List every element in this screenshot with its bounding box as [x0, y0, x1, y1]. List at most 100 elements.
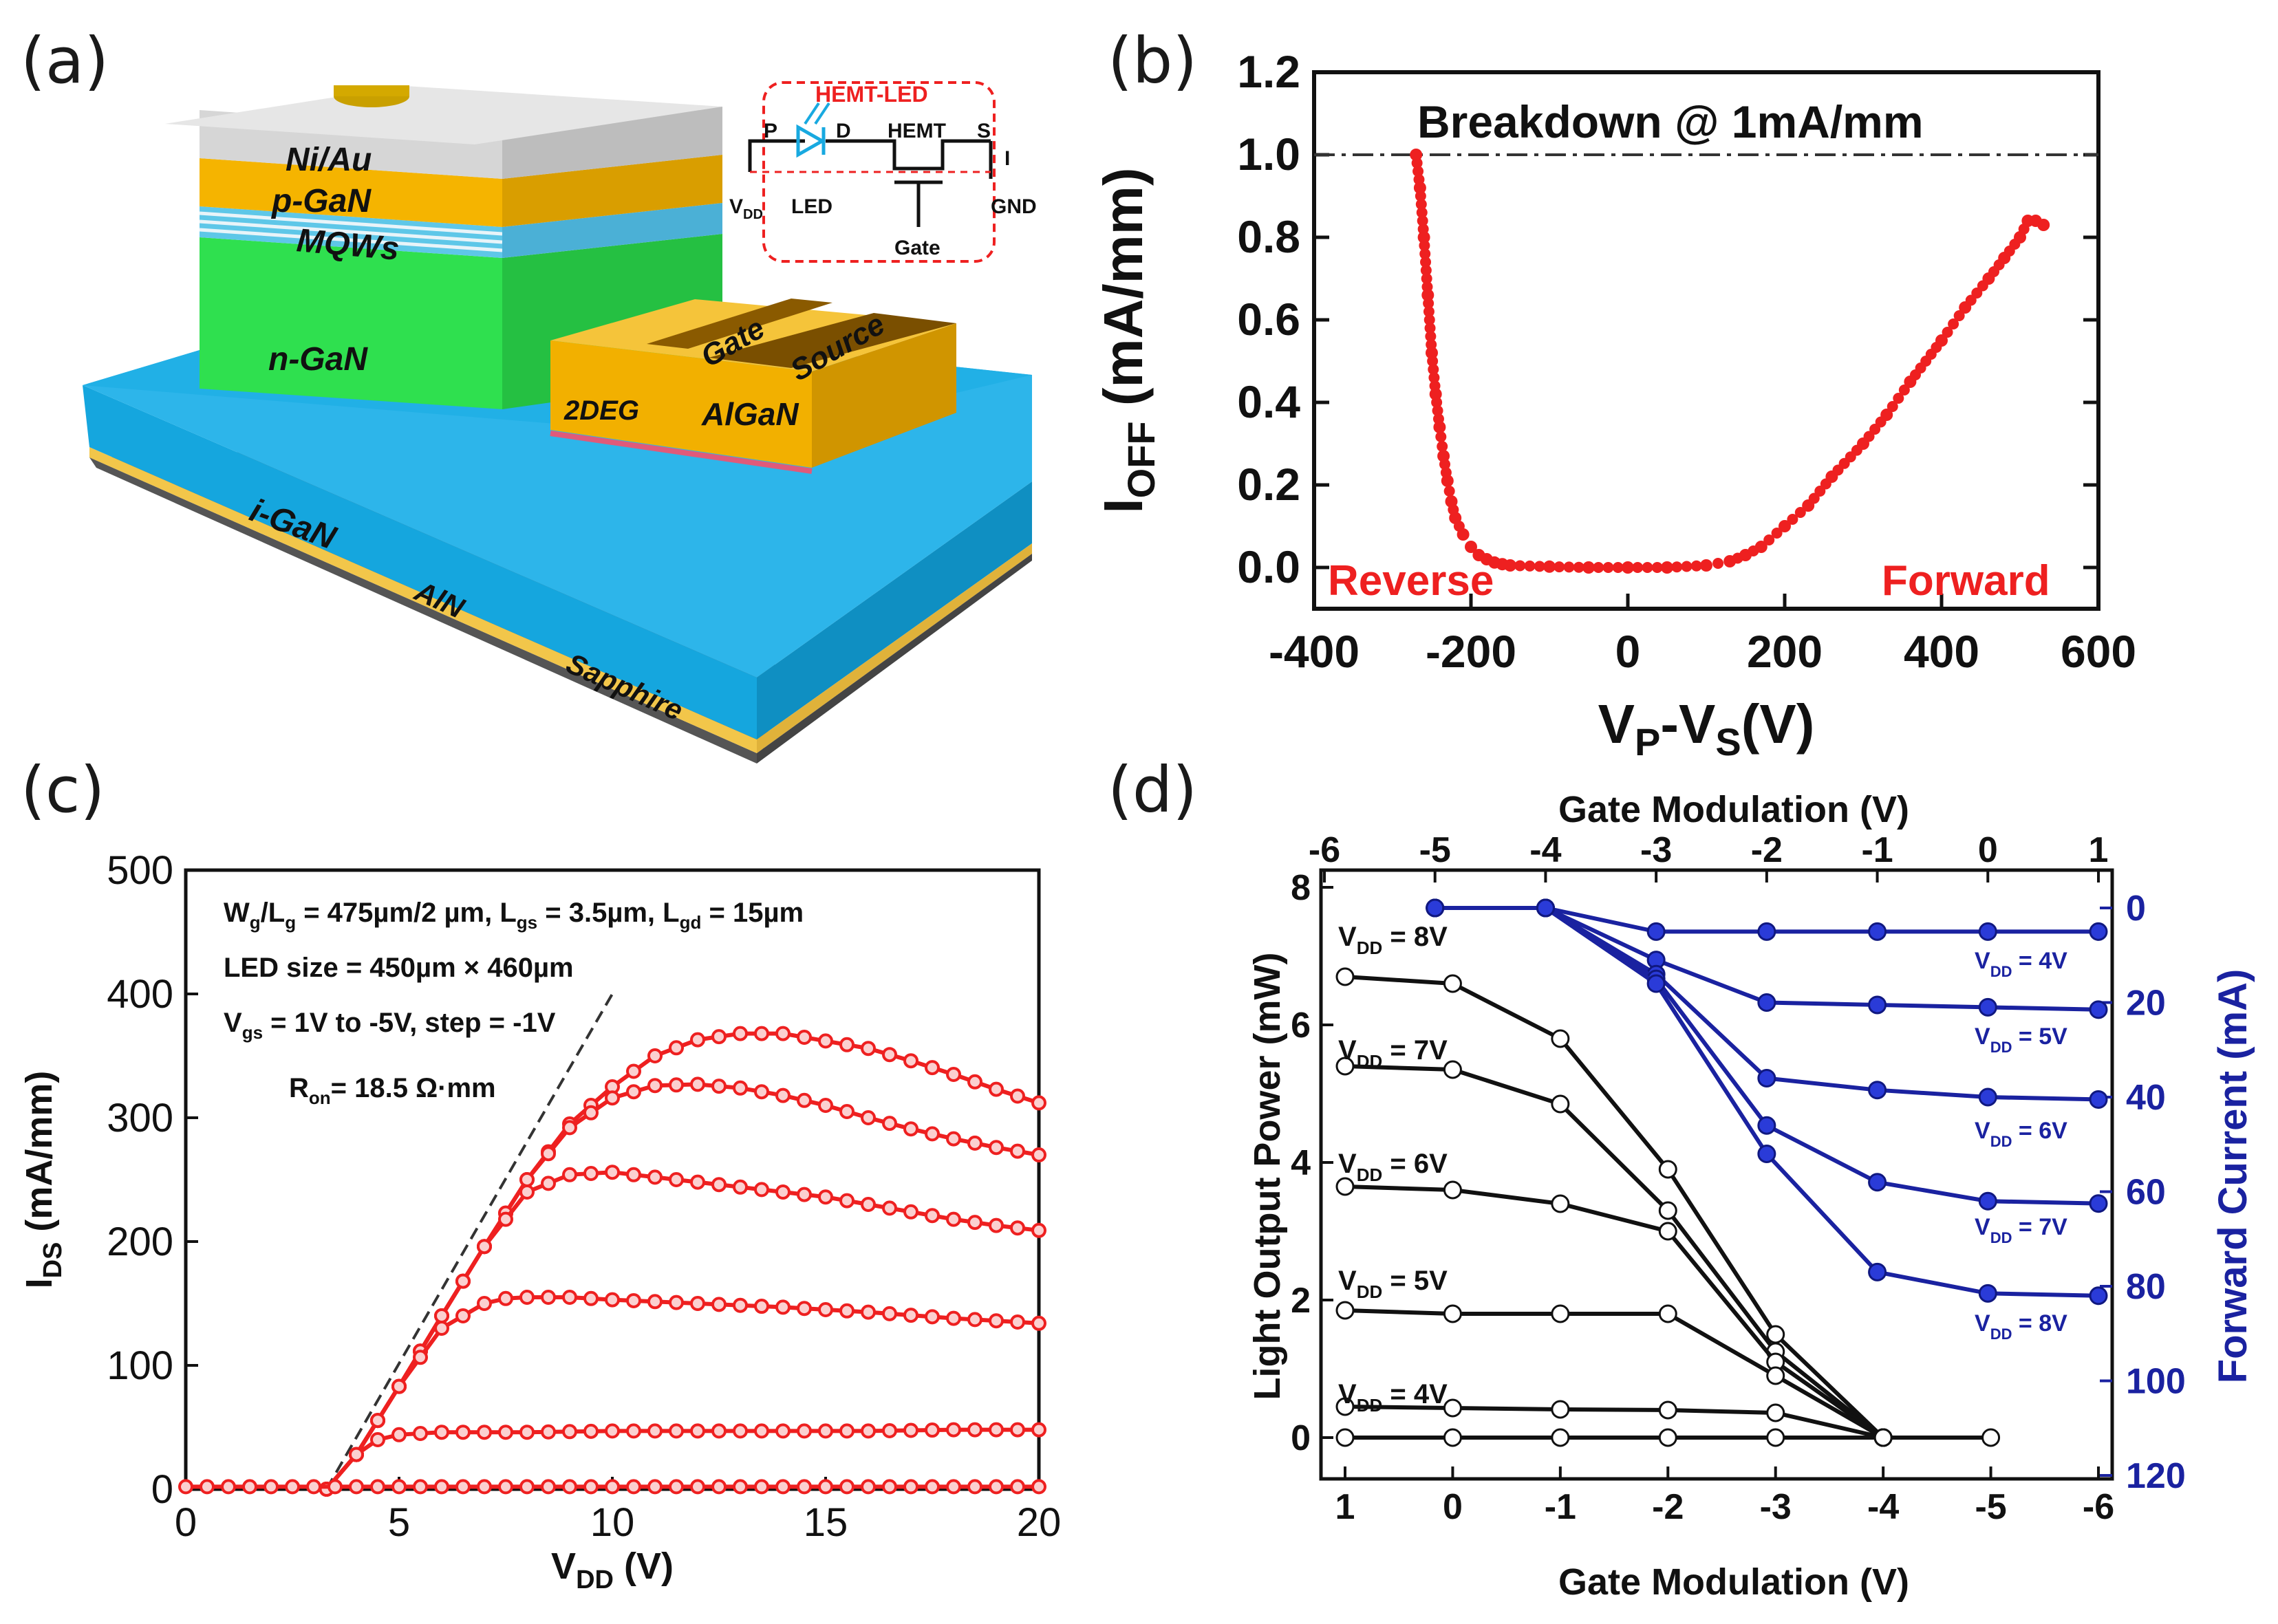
- ioff-point: [1433, 421, 1446, 433]
- ids-point: [861, 1041, 876, 1057]
- y-left-tick-label: 0: [1291, 1418, 1311, 1458]
- ioff-point: [1700, 559, 1712, 572]
- ioff-point-interp: [1794, 507, 1806, 518]
- x-top-tick-label: -5: [1419, 830, 1451, 870]
- ids-point: [349, 1447, 364, 1462]
- x-tick-label: 200: [1747, 626, 1823, 677]
- ioff-point: [1779, 520, 1791, 532]
- ids-point: [1010, 1143, 1025, 1159]
- ids-point: [498, 1425, 513, 1440]
- x-top-tick-label: -3: [1640, 830, 1672, 870]
- x-bottom-tick-label: -6: [2083, 1487, 2114, 1527]
- ioff-point-interp: [1431, 397, 1443, 408]
- power-point: [1335, 1301, 1355, 1320]
- y-right-tick-label: 0: [2126, 889, 2146, 929]
- y-axis-title-right-d: Forward Current (mA): [2211, 969, 2255, 1384]
- power-point: [1551, 1029, 1570, 1048]
- circuit-title: HEMT-LED: [815, 82, 928, 107]
- ids-point: [391, 1427, 407, 1442]
- ids-point: [967, 1479, 982, 1495]
- hemt-led-circuit: HEMT-LED P D HEMT S I VDD LED GND Gate: [729, 81, 1037, 263]
- ids-point: [882, 1200, 897, 1216]
- ids-point: [861, 1197, 876, 1212]
- ids-point: [605, 1479, 620, 1495]
- x-bottom-tick-label: -1: [1545, 1487, 1576, 1527]
- ids-point: [498, 1211, 513, 1227]
- ids-point: [818, 1302, 833, 1317]
- ids-point: [562, 1120, 577, 1136]
- vdd-blue-label-4v: VDD = 4V: [1975, 948, 2067, 980]
- ids-point: [605, 1165, 620, 1180]
- p-gan-front: [200, 158, 502, 227]
- vdd-label-8v: VDD = 8V: [1338, 922, 1448, 958]
- n-gan-label: n-GaN: [268, 341, 368, 378]
- ids-point: [413, 1426, 428, 1441]
- ids-point: [839, 1104, 855, 1119]
- x-axis-title-bottom-d: Gate Modulation (V): [1558, 1561, 1909, 1603]
- ioff-point: [1582, 561, 1595, 574]
- ioff-point-interp: [1419, 248, 1431, 259]
- vdd-blue-label-7v: VDD = 7V: [1975, 1214, 2067, 1246]
- ids-point: [925, 1309, 940, 1325]
- ids-point: [775, 1479, 791, 1495]
- current-point: [2089, 1090, 2108, 1109]
- power-line: [1344, 975, 1885, 1440]
- ioff-point: [1426, 347, 1438, 359]
- ids-point: [498, 1290, 513, 1306]
- panel-a-label: (a): [21, 24, 109, 98]
- circuit-boundary: [762, 81, 996, 263]
- ioff-point-interp: [1763, 534, 1775, 545]
- x-axis-title-c: VDD (V): [551, 1546, 674, 1594]
- ioff-point-interp: [1593, 562, 1604, 573]
- circuit-d: D: [836, 120, 851, 142]
- ids-point: [583, 1105, 599, 1120]
- ids-point: [946, 1479, 961, 1495]
- substrate-block: [83, 303, 1032, 764]
- ids-point: [1031, 1422, 1046, 1438]
- x-tick-label: 15: [804, 1500, 848, 1545]
- ids-point: [690, 1032, 705, 1048]
- ids-point: [839, 1303, 855, 1319]
- ids-point: [1010, 1220, 1025, 1236]
- x-bottom-tick-label: -4: [1867, 1487, 1899, 1527]
- current-point: [1646, 922, 1666, 941]
- ids-point: [519, 1479, 535, 1495]
- power-line: [1344, 1064, 1885, 1440]
- ids-point: [626, 1167, 641, 1182]
- ids-point: [605, 1090, 620, 1106]
- power-point: [1443, 1180, 1462, 1200]
- ids-point: [882, 1479, 897, 1495]
- ids-point: [946, 1211, 961, 1227]
- ioff-point-interp: [1632, 562, 1644, 573]
- ids-point: [519, 1290, 535, 1305]
- ioff-point-interp: [1420, 265, 1432, 276]
- x-tick-label: 400: [1904, 626, 1979, 677]
- ioff-point-interp: [1514, 560, 1526, 572]
- y-tick-label: 0.8: [1237, 211, 1300, 262]
- power-point: [1658, 1428, 1677, 1447]
- vdd-blue-labels: VDD = 4V VDD = 5V VDD = 6V VDD = 7V VDD …: [1975, 948, 2067, 1343]
- y-tick-label: 300: [107, 1096, 173, 1140]
- y-right-tick-label: 60: [2126, 1173, 2166, 1213]
- ids-point: [264, 1479, 279, 1495]
- x-top-tick-label: 0: [1978, 830, 1998, 870]
- x-bottom-tick-label: -2: [1652, 1487, 1684, 1527]
- ids-point: [1010, 1088, 1025, 1104]
- y-right-tick-label: 20: [2126, 984, 2166, 1024]
- ids-point: [690, 1296, 705, 1311]
- ids-point: [861, 1110, 876, 1125]
- ni-au-top: [165, 86, 722, 144]
- ids-point: [946, 1422, 961, 1438]
- vdd-label-7v: VDD = 7V: [1338, 1035, 1448, 1072]
- ids-point: [711, 1479, 727, 1495]
- ids-point: [797, 1092, 812, 1108]
- ids-point: [498, 1479, 513, 1495]
- x-tick-label: 0: [175, 1500, 197, 1545]
- ids-point: [882, 1047, 897, 1063]
- sapphire-side: [757, 554, 1032, 764]
- ioff-point-interp: [1423, 298, 1435, 309]
- ids-point: [903, 1479, 918, 1495]
- ids-point: [818, 1423, 833, 1439]
- p-gan-label: p-GaN: [270, 183, 372, 219]
- x-top-tick-label: -1: [1861, 830, 1893, 870]
